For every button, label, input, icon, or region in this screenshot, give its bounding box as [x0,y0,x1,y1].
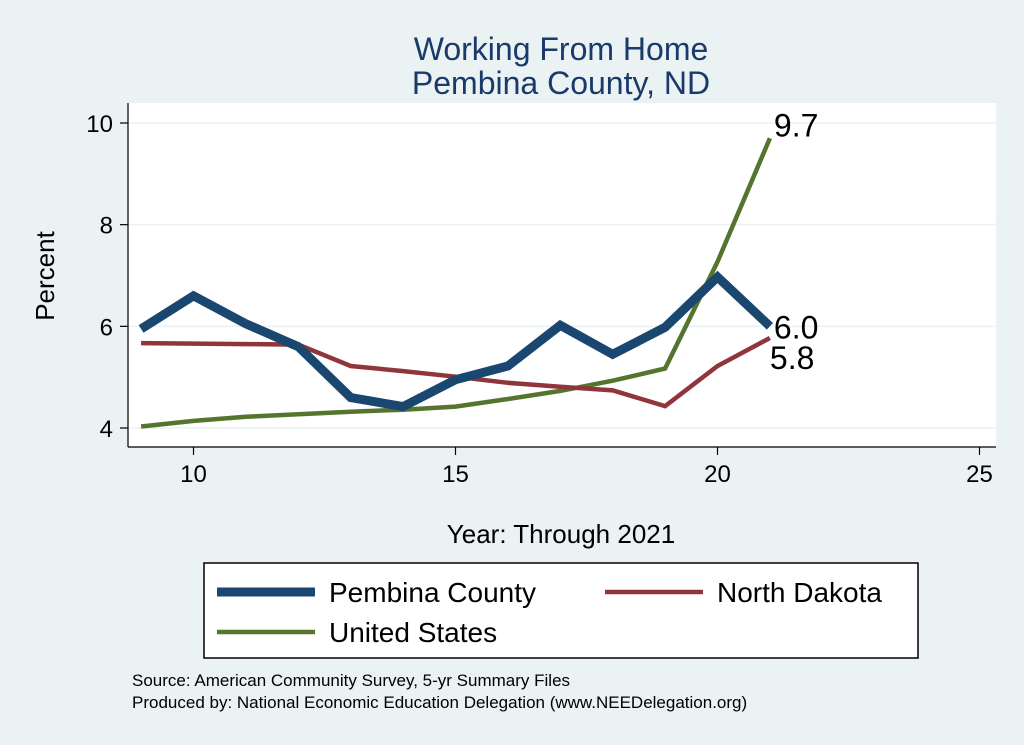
chart-title-line-2: Pembina County, ND [412,65,710,101]
producer-note: Produced by: National Economic Education… [132,693,747,712]
end-label-pembina-county: 6.0 [774,309,818,345]
x-tick-label-20: 20 [704,461,731,488]
x-tick-label-25: 25 [966,461,993,488]
series-line-pembina-county [138,270,773,412]
legend-label-united-states: United States [329,617,497,648]
source-note: Source: American Community Survey, 5-yr … [132,671,570,690]
series-lines [138,137,773,429]
y-axis-title: Percent [30,230,60,320]
y-tick-label-4: 4 [100,416,113,443]
x-axis-title: Year: Through 2021 [447,519,675,549]
legend-label-north-dakota: North Dakota [717,577,882,608]
legend-label-pembina-county: Pembina County [329,577,536,608]
x-tick-label-15: 15 [442,461,469,488]
y-tick-label-8: 8 [100,213,113,240]
axes: 4 6 8 10 10 15 20 25 [86,103,996,488]
end-labels: 6.05.8 9.7 [770,107,818,376]
series-line-united-states [140,137,772,429]
x-tick-label-10: 10 [180,461,207,488]
y-tick-label-6: 6 [100,314,113,341]
legend-box [203,562,919,659]
plot-area [128,103,996,447]
end-label-north-dakota: 5.8 [770,340,814,376]
legend: Pembina County North Dakota United States [217,577,882,648]
grid-lines [128,122,996,429]
end-label-united-states: 9.7 [774,107,818,143]
y-tick-label-10: 10 [86,111,113,138]
chart-title-line-1: Working From Home [414,31,709,67]
